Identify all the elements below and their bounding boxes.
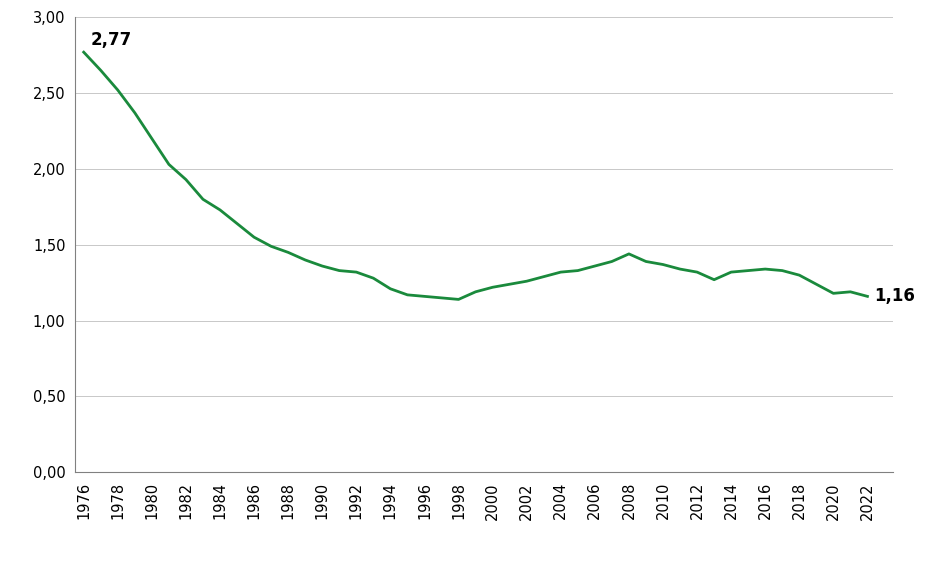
Text: 2,77: 2,77 bbox=[90, 31, 132, 49]
Text: 1,16: 1,16 bbox=[874, 287, 916, 305]
